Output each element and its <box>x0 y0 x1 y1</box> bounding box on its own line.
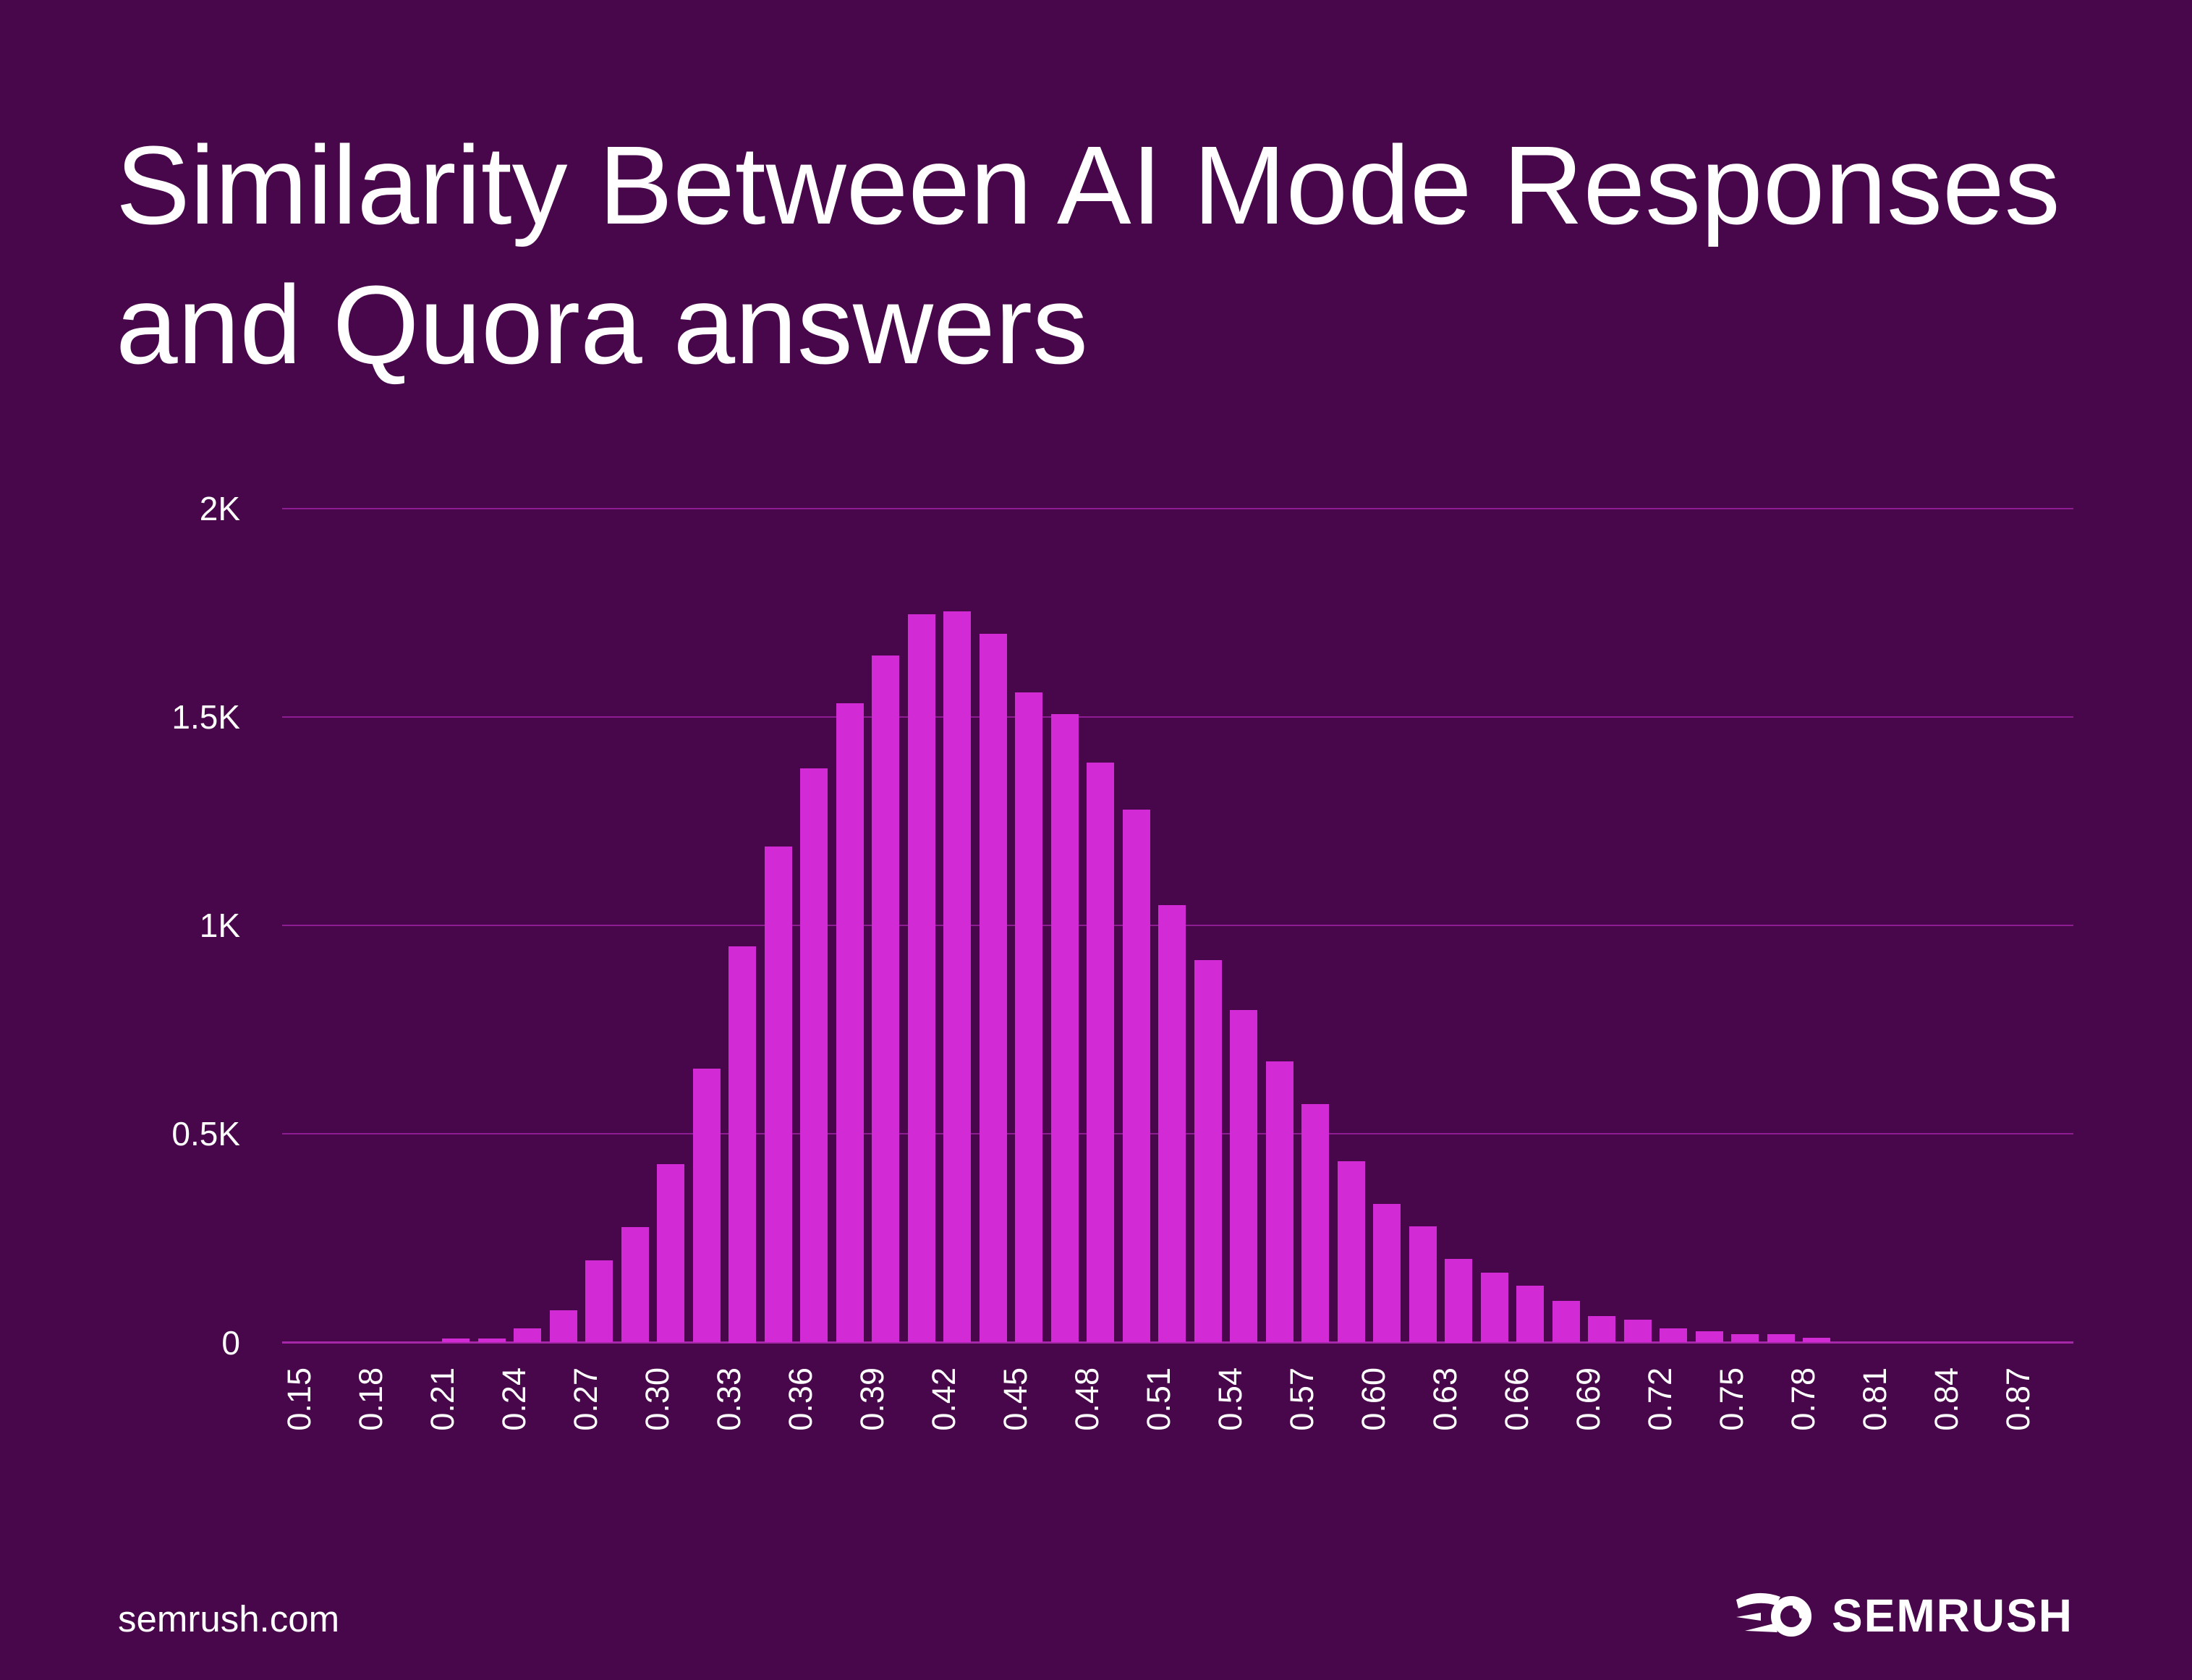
bar-0.42 <box>943 611 971 1343</box>
x-axis-label-0.42: 0.42 <box>925 1367 962 1431</box>
x-axis-label-0.36: 0.36 <box>782 1367 819 1431</box>
bar-0.3 <box>657 1163 684 1343</box>
x-axis-label-0.39: 0.39 <box>854 1367 891 1431</box>
bar-0.36 <box>800 768 828 1343</box>
bar-0.57 <box>1301 1104 1329 1343</box>
bar-0.33 <box>728 946 756 1343</box>
bar-0.6 <box>1373 1203 1401 1343</box>
bar-0.615 <box>1409 1226 1437 1343</box>
page-title-line2: and Quora answers <box>116 262 1088 387</box>
x-axis-label-0.27: 0.27 <box>567 1367 604 1431</box>
x-axis-label-0.57: 0.57 <box>1283 1367 1320 1431</box>
page-title-line1: Similarity Between AI Mode Responses <box>116 123 2060 247</box>
bar-0.51 <box>1158 905 1186 1343</box>
bar-0.315 <box>692 1069 721 1343</box>
bar-0.345 <box>764 846 792 1343</box>
x-axis-label-0.69: 0.69 <box>1570 1367 1607 1431</box>
bar-0.255 <box>549 1310 577 1343</box>
bar-0.27 <box>585 1260 613 1343</box>
x-axis-label-0.51: 0.51 <box>1140 1367 1177 1431</box>
bar-0.72 <box>1660 1328 1687 1343</box>
page-title: Similarity Between AI Mode Responses and … <box>116 116 2060 394</box>
gridline-1.5K <box>282 716 2073 718</box>
x-axis-label-0.78: 0.78 <box>1785 1367 1822 1431</box>
bar-0.675 <box>1552 1301 1580 1343</box>
x-axis-label-0.45: 0.45 <box>997 1367 1034 1431</box>
x-axis-label-0.87: 0.87 <box>2000 1367 2036 1431</box>
bar-0.585 <box>1337 1161 1365 1343</box>
bar-0.66 <box>1516 1285 1544 1343</box>
x-axis-label-0.60: 0.60 <box>1355 1367 1392 1431</box>
bar-0.48 <box>1087 762 1114 1343</box>
bar-0.54 <box>1230 1009 1257 1343</box>
website-url: semrush.com <box>118 1598 340 1639</box>
bar-0.78 <box>1803 1337 1830 1343</box>
x-axis-label-0.84: 0.84 <box>1928 1367 1965 1431</box>
bar-0.21 <box>442 1339 470 1343</box>
bar-0.375 <box>836 703 864 1343</box>
bar-0.69 <box>1588 1315 1615 1343</box>
x-axis-label-0.30: 0.30 <box>639 1367 676 1431</box>
bar-0.735 <box>1695 1331 1723 1343</box>
semrush-logo: SEMRUSH <box>1736 1589 2073 1642</box>
x-axis-label-0.21: 0.21 <box>424 1367 461 1431</box>
bar-0.705 <box>1623 1320 1652 1343</box>
bar-0.45 <box>1015 692 1042 1343</box>
bar-0.39 <box>872 655 899 1343</box>
bar-0.495 <box>1122 810 1150 1343</box>
bar-0.555 <box>1265 1061 1293 1343</box>
bar-0.24 <box>514 1328 541 1343</box>
x-axis-label-0.81: 0.81 <box>1856 1367 1893 1431</box>
semrush-comet-icon <box>1736 1592 1811 1637</box>
bar-0.405 <box>907 614 935 1343</box>
x-axis-label-0.75: 0.75 <box>1713 1367 1750 1431</box>
x-axis-label-0.33: 0.33 <box>710 1367 747 1431</box>
x-axis-label-0.54: 0.54 <box>1212 1367 1249 1431</box>
bar-0.285 <box>621 1226 649 1343</box>
y-axis-label-1.5K: 1.5K <box>171 698 240 737</box>
y-axis-label-0: 0 <box>221 1323 240 1362</box>
x-axis-label-0.63: 0.63 <box>1427 1367 1464 1431</box>
bar-0.765 <box>1767 1333 1795 1343</box>
bar-0.225 <box>477 1338 506 1343</box>
bar-0.435 <box>979 634 1007 1343</box>
y-axis-label-2K: 2K <box>199 490 240 527</box>
x-axis-label-0.24: 0.24 <box>496 1367 532 1431</box>
bar-0.75 <box>1731 1333 1759 1343</box>
bar-0.525 <box>1194 959 1222 1343</box>
x-axis-label-0.48: 0.48 <box>1069 1367 1105 1431</box>
y-axis-label-1K: 1K <box>199 907 240 945</box>
x-axis-label-0.18: 0.18 <box>352 1367 389 1431</box>
bar-0.645 <box>1480 1272 1508 1343</box>
gridline-2K <box>282 508 2073 509</box>
x-axis-label-0.66: 0.66 <box>1498 1367 1535 1431</box>
y-axis-label-0.5K: 0.5K <box>171 1115 240 1153</box>
semrush-wordmark: SEMRUSH <box>1831 1590 2073 1642</box>
bar-0.465 <box>1050 714 1079 1343</box>
bar-0.63 <box>1445 1259 1472 1343</box>
x-axis-label-0.72: 0.72 <box>1641 1367 1678 1431</box>
x-axis-label-0.15: 0.15 <box>281 1367 318 1431</box>
